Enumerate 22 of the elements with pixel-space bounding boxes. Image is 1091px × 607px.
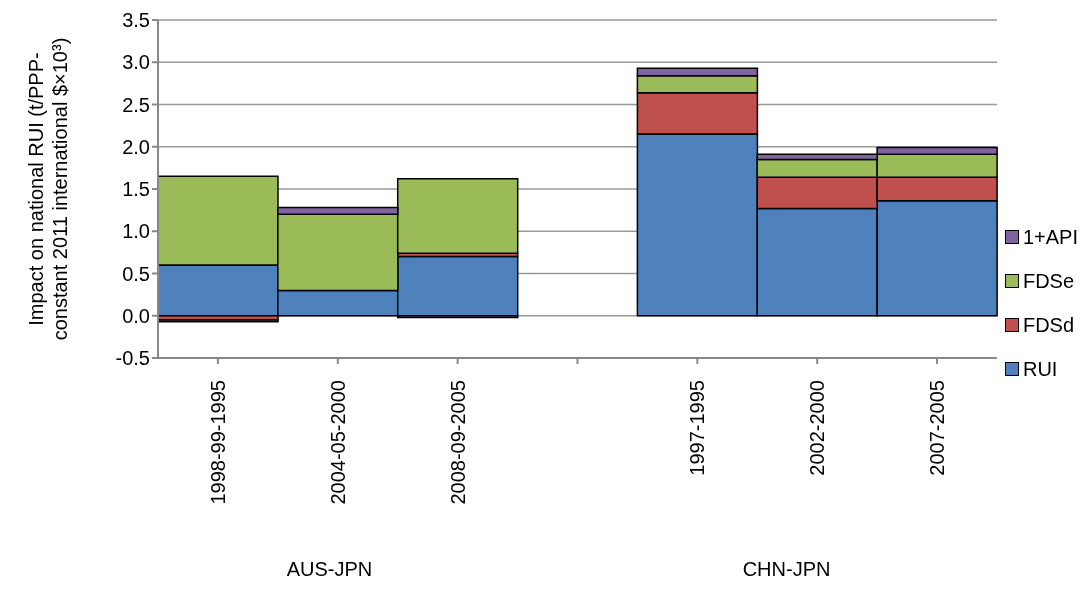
legend-label: RUI (1022, 357, 1058, 381)
x-tick-label: 2008-09-2005 (446, 380, 469, 505)
text: AUS-JPN (285, 558, 374, 581)
y-tick-label: 1.5 (122, 178, 150, 201)
x-tick-label: 1998-99-1995 (206, 380, 229, 505)
y-axis-title: Impact on national RUI (t/PPP-constant 2011 international $×10³) (24, 36, 72, 343)
y-tick-label: 0.5 (122, 262, 150, 285)
y-tick-label: 2.5 (122, 93, 150, 116)
text: CHN-JPN (741, 558, 832, 581)
x-tick-label: 2007-2005 (926, 380, 949, 476)
y-tick-label: 3.0 (122, 51, 150, 74)
y-tick-label: -0.5 (115, 347, 150, 370)
x-tick-label: 2002-2000 (806, 380, 829, 476)
x-tick-label: 1997-1995 (686, 380, 709, 476)
legend-label: 1+API (1022, 225, 1078, 249)
legend-label: FDSe (1022, 269, 1075, 293)
y-tick-label: 0.0 (122, 304, 150, 327)
x-tick-label: 2004-05-2000 (326, 380, 349, 505)
legend-label: FDSd (1022, 313, 1075, 337)
y-tick-label: 2.0 (122, 135, 150, 158)
y-tick-label: 3.5 (122, 9, 150, 32)
y-tick-label: 1.0 (122, 220, 150, 243)
